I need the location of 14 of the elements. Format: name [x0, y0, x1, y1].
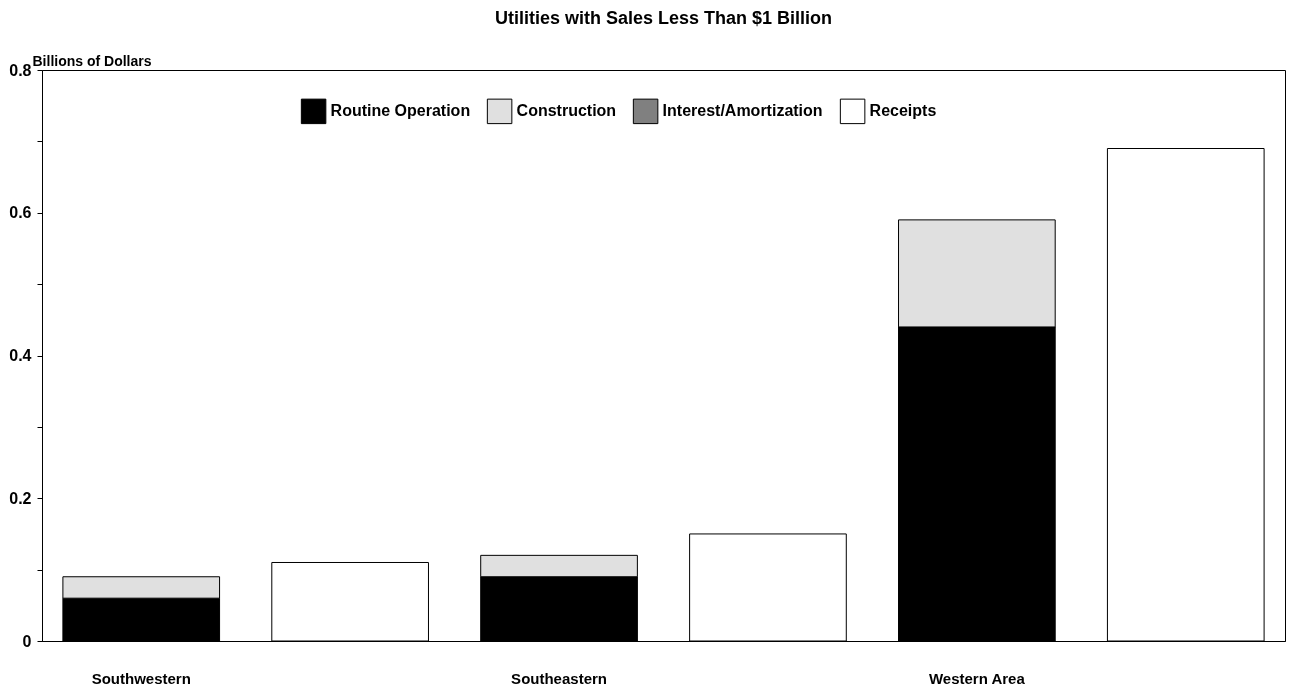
x-tick-label: Southwestern [91, 669, 191, 687]
y-tick-label: 0.2 [9, 489, 32, 507]
y-tick-label: 0.6 [9, 204, 32, 222]
legend-label: Routine Operation [330, 102, 471, 120]
x-tick-label: Southeastern [511, 669, 607, 687]
y-tick-label: 0.4 [9, 347, 32, 364]
chart-title: Utilities with Sales Less Than $1 Billion [494, 8, 833, 28]
legend-label: Construction [516, 102, 617, 120]
y-tick-label: 0 [22, 632, 32, 650]
legend-label: Interest/Amortization [662, 102, 823, 120]
y-tick-label: 0.8 [9, 61, 32, 79]
legend-label: Receipts [869, 102, 937, 120]
y-axis-title: Billions of Dollars [32, 52, 152, 69]
x-tick-label: Western Area [928, 669, 1026, 687]
